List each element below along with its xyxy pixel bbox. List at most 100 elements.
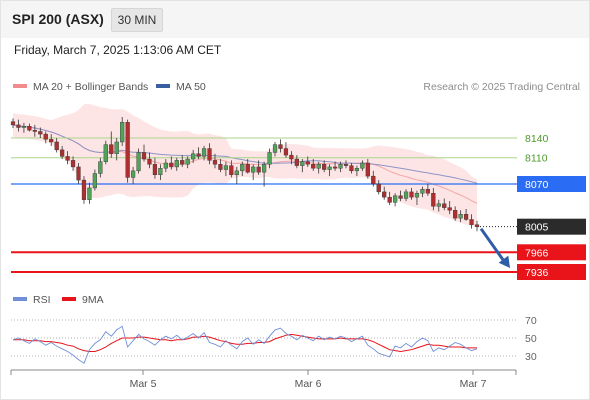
- candle-body: [196, 153, 201, 157]
- candle-body: [185, 158, 190, 165]
- x-tick-label: Mar 5: [130, 378, 157, 390]
- candle-body: [414, 192, 420, 198]
- candle-body: [409, 191, 414, 198]
- resistance-label-1: 8140: [525, 133, 549, 145]
- candle-body: [76, 166, 81, 181]
- candle-body: [43, 133, 48, 140]
- candle-body: [81, 179, 87, 200]
- last-price-label: 8005: [525, 222, 549, 234]
- candle-body: [463, 214, 469, 220]
- candle-body: [311, 164, 316, 169]
- x-tick-label: Mar 7: [460, 378, 487, 390]
- symbol-title: SPI 200 (ASX): [12, 11, 104, 27]
- candle-body: [141, 152, 147, 160]
- candle-body: [403, 191, 409, 199]
- candle-body: [376, 183, 381, 193]
- candle-body: [316, 164, 321, 169]
- rsi-legend-swatch-rsi: [13, 297, 27, 301]
- candle-body: [343, 164, 349, 166]
- candle-body: [114, 141, 119, 154]
- candle-body: [322, 164, 327, 170]
- candle-body: [147, 158, 152, 165]
- forecast-arrow-head: [498, 255, 510, 268]
- candle-body: [60, 149, 65, 157]
- candle-body: [474, 224, 480, 227]
- candle-body: [229, 165, 234, 176]
- candle-body: [371, 175, 376, 185]
- candle-body: [10, 121, 16, 126]
- candle-body: [70, 160, 76, 168]
- candle-body: [349, 165, 354, 172]
- candle-body: [218, 164, 223, 170]
- rsi-legend-label-9ma: 9MA: [82, 294, 104, 306]
- candle-body: [251, 166, 256, 173]
- candle-body: [32, 129, 37, 132]
- candle-body: [49, 139, 54, 143]
- candle-body: [272, 144, 278, 153]
- candle-body: [98, 161, 103, 174]
- candle-body: [453, 210, 458, 219]
- candle-body: [136, 152, 141, 172]
- candle-body: [387, 196, 392, 203]
- x-tick-label: Mar 6: [295, 378, 322, 390]
- candle-body: [398, 195, 403, 199]
- ma50-line: [12, 124, 478, 184]
- candle-body: [16, 124, 21, 128]
- rsi-tick-label: 70: [525, 315, 537, 327]
- candle-body: [125, 122, 130, 178]
- candle-body: [38, 131, 43, 135]
- candle-body: [130, 170, 136, 178]
- candle-body: [245, 164, 250, 173]
- candle-body: [54, 141, 59, 151]
- candle-body: [65, 156, 70, 161]
- support-tag-1: [517, 244, 586, 261]
- candle-body: [458, 214, 463, 219]
- candle-body: [338, 164, 343, 169]
- candle-body: [103, 144, 108, 162]
- header-bar: SPI 200 (ASX) 30 MIN: [1, 1, 589, 38]
- bollinger-band-area: [13, 103, 477, 228]
- pivot-label: 8070: [525, 179, 549, 191]
- candle-body: [120, 122, 125, 143]
- candle-body: [212, 160, 218, 165]
- candle-body: [469, 219, 474, 225]
- candle-body: [382, 191, 387, 198]
- pivot-tag: [517, 176, 586, 192]
- timeframe-badge[interactable]: 30 MIN: [111, 8, 163, 32]
- legend-swatch-ma20-bollinger: [13, 84, 27, 88]
- candle-body: [109, 144, 114, 154]
- rsi-tick-label: 30: [525, 351, 537, 363]
- candle-body: [163, 162, 168, 169]
- candle-body: [234, 170, 239, 176]
- candle-body: [158, 168, 163, 176]
- candle-body: [256, 166, 261, 173]
- candle-body: [92, 173, 97, 189]
- candle-body: [360, 162, 365, 169]
- rsi-tick-label: 50: [525, 333, 537, 345]
- candle-body: [223, 165, 229, 170]
- resistance-label-2: 8110: [525, 153, 548, 165]
- candle-body: [261, 164, 267, 173]
- legend-swatch-ma50: [156, 84, 170, 88]
- candle-body: [152, 164, 158, 176]
- candle-body: [425, 189, 430, 194]
- rsi-legend-swatch-9ma: [62, 297, 76, 301]
- candle-body: [300, 161, 305, 166]
- candle-body: [240, 164, 245, 172]
- candle-body: [365, 162, 370, 177]
- candle-body: [431, 192, 436, 207]
- candle-body: [174, 160, 179, 168]
- candle-body: [169, 162, 174, 168]
- candle-body: [420, 189, 425, 194]
- candle-body: [294, 158, 299, 166]
- support-label-1: 7966: [525, 247, 549, 259]
- forecast-arrow-shaft: [479, 227, 508, 265]
- rsi-legend-label-rsi: RSI: [33, 294, 51, 306]
- rsi-9ma-line: [13, 333, 477, 353]
- candle-body: [207, 148, 212, 161]
- last-price-tag: [517, 218, 586, 235]
- candle-body: [27, 126, 32, 131]
- candle-body: [191, 153, 196, 160]
